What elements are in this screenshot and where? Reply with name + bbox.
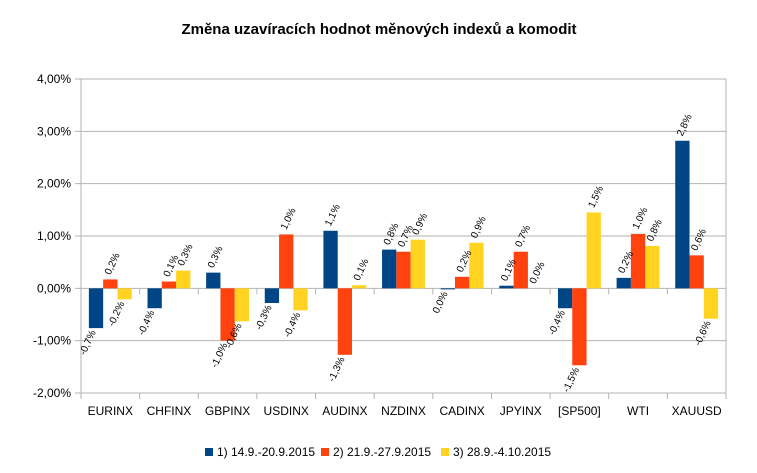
data-label: -1,5%: [561, 366, 582, 394]
legend-swatch: [441, 448, 449, 456]
bar: [117, 288, 132, 300]
bar: [161, 281, 177, 289]
data-label: -0,3%: [254, 304, 275, 332]
data-label: -0,4%: [136, 309, 157, 337]
x-tick-label: JPYINX: [500, 404, 542, 418]
legend: 1) 14.9.-20.9.2015 2) 21.9.-27.9.2015 3) 2…: [205, 445, 551, 459]
bar: [279, 234, 294, 289]
axes: [80, 79, 727, 399]
y-tick-label: -1,00%: [33, 334, 71, 348]
legend-item: 2) 21.9.-27.9.2015: [321, 445, 431, 459]
bar: [440, 288, 455, 290]
bar: [616, 277, 631, 289]
data-label: -0,6%: [693, 319, 714, 347]
bar: [586, 212, 601, 289]
legend-item: 3) 28.9.-4.10.2015: [441, 445, 551, 459]
data-label: 1,1%: [323, 203, 343, 228]
y-tick-label: 1,00%: [37, 229, 71, 243]
x-tick-label: USDINX: [264, 404, 309, 418]
data-label: 0,0%: [528, 260, 548, 285]
legend-item: 1) 14.9.-20.9.2015: [205, 445, 315, 459]
data-label: 0,9%: [411, 212, 431, 237]
data-label: 0,1%: [352, 257, 372, 282]
y-axis-ticks: 4,00% 3,00% 2,00% 1,00% 0,00% -1,00% -2,00%: [33, 72, 71, 400]
bar: [382, 249, 397, 289]
y-tick-label: 2,00%: [37, 177, 71, 191]
data-label: 0,3%: [176, 242, 196, 267]
y-tick-label: 4,00%: [37, 72, 71, 86]
bar: [396, 251, 411, 289]
x-tick-label: AUDINX: [322, 404, 367, 418]
data-label: 1,0%: [279, 206, 299, 231]
data-label: 0,8%: [645, 218, 665, 243]
bar: [234, 288, 250, 322]
bar: [469, 242, 484, 289]
bar: [645, 245, 660, 289]
bar: [88, 288, 104, 329]
bar: [337, 288, 353, 355]
bar: [703, 288, 719, 319]
bar: [630, 233, 646, 289]
data-label: 0,6%: [689, 227, 709, 252]
x-tick-label: EURINX: [88, 404, 133, 418]
x-tick-label: CADINX: [439, 404, 484, 418]
data-label: -0,2%: [106, 300, 127, 328]
bar: [689, 255, 704, 289]
data-label: -0,4%: [282, 311, 303, 339]
y-tick-label: -2,00%: [33, 386, 71, 400]
y-tick-label: 0,00%: [37, 281, 71, 295]
data-label: -1,3%: [327, 355, 348, 383]
bar: [293, 288, 308, 311]
x-tick-label: CHFINX: [147, 404, 192, 418]
data-label: 2,8%: [675, 113, 695, 138]
bar: [103, 279, 118, 289]
bar: [572, 288, 587, 366]
legend-swatch: [321, 448, 329, 456]
legend-swatch: [205, 448, 213, 456]
data-label: 1,5%: [586, 184, 606, 209]
legend-label: 1) 14.9.-20.9.2015: [217, 445, 315, 459]
bars: [88, 140, 719, 366]
x-axis-ticks: EURINX CHFINX GBPINX USDINX AUDINX NZDINX CADI…: [88, 404, 722, 418]
legend-label: 3) 28.9.-4.10.2015: [453, 445, 551, 459]
x-tick-label: NZDINX: [381, 404, 426, 418]
x-tick-label: [SP500]: [558, 404, 601, 418]
bar: [323, 230, 338, 289]
bar: [220, 288, 235, 341]
data-label: 1,0%: [631, 206, 651, 231]
data-label: 0,0%: [431, 290, 451, 315]
x-tick-label: GBPINX: [205, 404, 250, 418]
chart-title: Změna uzavíracích hodnot měnových indexů…: [181, 21, 576, 38]
bar: [454, 276, 470, 289]
bar: [206, 272, 221, 289]
bar: [675, 140, 690, 289]
bar: [176, 270, 191, 289]
data-label: 0,3%: [206, 244, 226, 269]
x-tick-label: WTI: [627, 404, 649, 418]
bar: [499, 285, 514, 289]
bar: [557, 288, 573, 309]
x-tick-label: XAUUSD: [672, 404, 722, 418]
bar: [264, 288, 280, 303]
bar: [410, 239, 425, 289]
bar: [513, 251, 528, 289]
data-label: -0,4%: [547, 309, 568, 337]
bar: [147, 288, 162, 309]
legend-label: 2) 21.9.-27.9.2015: [333, 445, 431, 459]
data-label: 0,2%: [103, 251, 123, 276]
y-tick-label: 3,00%: [37, 124, 71, 138]
bar: [352, 285, 367, 289]
